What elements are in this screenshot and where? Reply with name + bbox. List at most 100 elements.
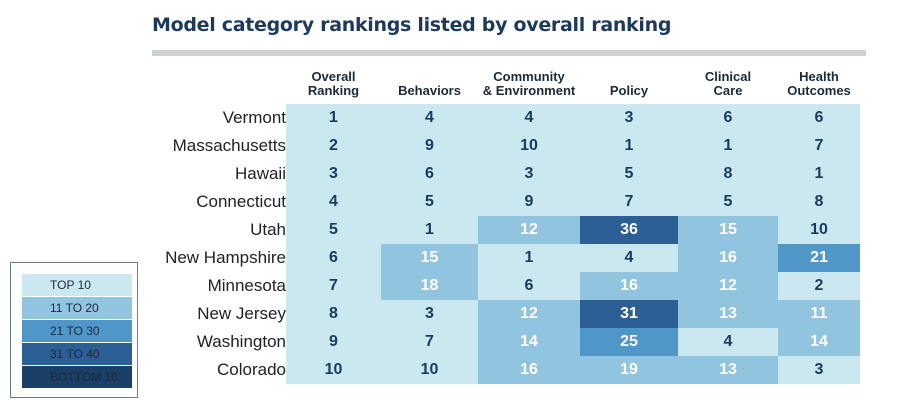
rank-cell: 7	[381, 328, 478, 356]
rank-cell: 10	[478, 132, 580, 160]
legend-swatch	[22, 366, 132, 388]
column-header: Behaviors	[398, 83, 461, 98]
rank-cell: 6	[778, 104, 860, 132]
rank-cell: 4	[678, 328, 778, 356]
rank-cell: 9	[478, 188, 580, 216]
rank-cell: 31	[580, 300, 678, 328]
table-row: Minnesota 7 18 6 16 12 2	[0, 272, 900, 300]
legend-item: TOP 10	[22, 274, 132, 296]
rank-cell: 5	[678, 188, 778, 216]
state-label: Minnesota	[207, 276, 286, 295]
column-header: Health Outcomes	[787, 69, 851, 98]
legend-label: TOP 10	[50, 278, 91, 292]
rank-cell: 9	[381, 132, 478, 160]
legend-item: BOTTOM 10	[22, 366, 132, 388]
rank-cell: 2	[286, 132, 381, 160]
rank-cell: 8	[678, 160, 778, 188]
column-headers: Overall Ranking Behaviors Community & Envi…	[0, 62, 900, 102]
rank-cell: 4	[286, 188, 381, 216]
title-rule	[152, 50, 866, 56]
rank-cell: 10	[778, 216, 860, 244]
legend: TOP 10 11 TO 20 21 TO 30 31 TO 40 BOTTOM 10	[10, 262, 138, 398]
table-row: Utah 5 1 12 36 15 10	[0, 216, 900, 244]
state-label: Colorado	[217, 360, 286, 379]
legend-label: 11 TO 20	[50, 301, 99, 315]
rank-cell: 15	[678, 216, 778, 244]
column-header: Clinical Care	[704, 69, 752, 98]
state-label: Utah	[250, 220, 286, 239]
rank-cell: 5	[381, 188, 478, 216]
rank-cell: 12	[678, 272, 778, 300]
table-row: Vermont 1 4 4 3 6 6	[0, 104, 900, 132]
chart-title: Model category rankings listed by overal…	[152, 14, 672, 36]
rank-cell: 6	[478, 272, 580, 300]
rank-cell: 4	[478, 104, 580, 132]
rank-cell: 1	[381, 216, 478, 244]
rank-cell: 21	[778, 244, 860, 272]
state-label: Vermont	[222, 108, 286, 127]
rank-cell: 7	[580, 188, 678, 216]
table-row: Massachusetts 2 9 10 1 1 7	[0, 132, 900, 160]
state-label: Massachusetts	[172, 136, 286, 155]
rank-cell: 9	[286, 328, 381, 356]
rank-cell: 3	[778, 356, 860, 384]
rank-cell: 1	[778, 160, 860, 188]
rank-cell: 10	[381, 356, 478, 384]
rank-cell: 25	[580, 328, 678, 356]
rank-cell: 6	[286, 244, 381, 272]
rank-cell: 16	[580, 272, 678, 300]
table-row: New Jersey 8 3 12 31 13 11	[0, 300, 900, 328]
rank-cell: 1	[580, 132, 678, 160]
rank-cell: 5	[580, 160, 678, 188]
rank-cell: 16	[478, 356, 580, 384]
rank-cell: 4	[381, 104, 478, 132]
rank-cell: 3	[478, 160, 580, 188]
rank-cell: 2	[778, 272, 860, 300]
legend-item: 31 TO 40	[22, 343, 132, 365]
state-label: Washington	[196, 332, 286, 351]
legend-label: 21 TO 30	[50, 324, 100, 338]
rank-cell: 11	[778, 300, 860, 328]
rank-cell: 7	[286, 272, 381, 300]
column-header: Policy	[609, 83, 649, 98]
rank-cell: 5	[286, 216, 381, 244]
rank-cell: 3	[286, 160, 381, 188]
legend-swatch	[22, 274, 132, 296]
legend-item: 21 TO 30	[22, 320, 132, 342]
rank-cell: 8	[286, 300, 381, 328]
rank-cell: 18	[381, 272, 478, 300]
rank-cell: 12	[478, 300, 580, 328]
rank-cell: 10	[286, 356, 381, 384]
rank-cell: 6	[381, 160, 478, 188]
rank-cell: 7	[778, 132, 860, 160]
table-row: Washington 9 7 14 25 4 14	[0, 328, 900, 356]
legend-label: 31 TO 40	[50, 347, 100, 361]
rank-cell: 36	[580, 216, 678, 244]
state-label: New Jersey	[197, 304, 286, 323]
table-row: Hawaii 3 6 3 5 8 1	[0, 160, 900, 188]
rank-cell: 3	[381, 300, 478, 328]
column-header: Overall Ranking	[307, 69, 360, 98]
rank-cell: 14	[778, 328, 860, 356]
rank-cell: 6	[678, 104, 778, 132]
rank-cell: 15	[381, 244, 478, 272]
legend-swatch	[22, 343, 132, 365]
legend-item: 11 TO 20	[22, 297, 132, 319]
state-label: New Hampshire	[165, 248, 286, 267]
legend-swatch	[22, 297, 132, 319]
column-header: Community & Environment	[482, 69, 576, 98]
rank-cell: 1	[478, 244, 580, 272]
table-row: Colorado 10 10 16 19 13 3	[0, 356, 900, 384]
rank-cell: 1	[678, 132, 778, 160]
table-row: Connecticut 4 5 9 7 5 8	[0, 188, 900, 216]
rank-cell: 4	[580, 244, 678, 272]
rank-cell: 13	[678, 356, 778, 384]
rank-cell: 1	[286, 104, 381, 132]
state-label: Hawaii	[234, 164, 286, 183]
rank-cell: 3	[580, 104, 678, 132]
rank-cell: 8	[778, 188, 860, 216]
rank-cell: 12	[478, 216, 580, 244]
legend-label: BOTTOM 10	[50, 370, 118, 384]
rank-cell: 16	[678, 244, 778, 272]
table-row: New Hampshire 6 15 1 4 16 21	[0, 244, 900, 272]
